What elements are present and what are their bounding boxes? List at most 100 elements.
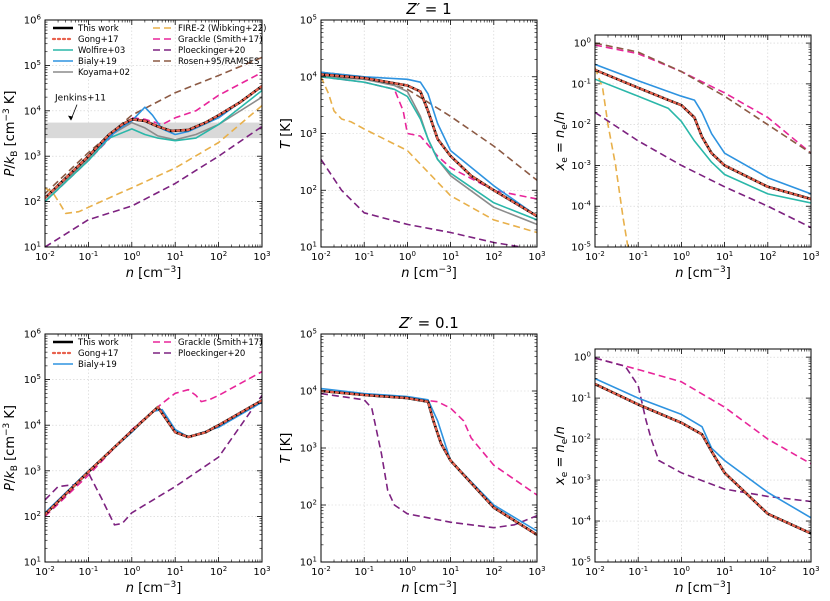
series-line-bialy-19 xyxy=(321,71,537,217)
x-tick-label: 102 xyxy=(485,565,502,578)
x-tick-label: 10-1 xyxy=(628,565,648,578)
y-axis-label: xe = ne/n xyxy=(553,426,570,486)
y-tick-label: 104 xyxy=(24,419,42,432)
x-axis-label: n [cm−3] xyxy=(401,580,457,596)
jenkins-label: Jenkins+11 xyxy=(54,94,106,104)
legend-label: Rosen+95/RAMSES xyxy=(178,57,259,67)
legend-label: Ploeckinger+20 xyxy=(178,46,245,56)
y-tick-label: 101 xyxy=(300,556,317,569)
series-line-bialy-19 xyxy=(595,63,811,195)
legend-label: This work xyxy=(77,24,119,34)
series-line-this-work xyxy=(45,399,262,516)
series-line-rosen-95-ramses xyxy=(45,56,262,195)
x-tick-label: 103 xyxy=(528,565,545,578)
plot-frame xyxy=(44,19,263,248)
series-group xyxy=(595,42,811,247)
series-line-ploeckinger-20 xyxy=(321,158,527,247)
y-tick-label: 104 xyxy=(300,385,318,398)
series-line-ploeckinger-20 xyxy=(45,125,262,247)
y-tick-label: 104 xyxy=(300,70,318,83)
x-tick-label: 10-1 xyxy=(79,565,99,578)
x-tick-label: 10-2 xyxy=(585,565,605,578)
series-line-gong-17 xyxy=(595,68,811,201)
series-line-wolfire-03 xyxy=(595,78,811,204)
panel-T_top: 10-2 10-1 100 101 102 103 101 102 103 104 105 n [cm… xyxy=(279,0,546,281)
y-tick-label: 10-4 xyxy=(571,515,591,528)
series-line-grackle-smith-17- xyxy=(45,370,262,517)
series-line-rosen-95-ramses xyxy=(595,42,811,154)
x-tick-label: 10-1 xyxy=(79,250,99,263)
x-axis-label: n [cm−3] xyxy=(675,265,731,281)
jenkins-band xyxy=(45,122,262,139)
y-tick-label: 103 xyxy=(24,150,41,163)
y-tick-label: 10-4 xyxy=(571,200,591,213)
panel-title: Z′ = 0.1 xyxy=(398,314,459,332)
x-tick-label: 102 xyxy=(210,250,227,263)
series-line-ploeckinger-20 xyxy=(595,111,811,229)
x-tick-label: 100 xyxy=(123,565,140,578)
y-tick-label: 105 xyxy=(300,14,317,27)
x-axis-label: n [cm−3] xyxy=(675,580,731,596)
series-line-gong-17 xyxy=(321,73,537,218)
x-tick-label: 100 xyxy=(399,565,416,578)
legend-label: Grackle (Smith+17) xyxy=(178,35,263,45)
series-line-grackle-smith-17- xyxy=(595,357,811,465)
series-line-wolfire-03 xyxy=(45,89,262,203)
x-axis-label: n [cm−3] xyxy=(126,265,182,281)
x-tick-label: 10-2 xyxy=(311,565,331,578)
legend-label: This work xyxy=(77,338,119,348)
x-tick-label: 10-2 xyxy=(585,250,605,263)
y-tick-label: 102 xyxy=(24,195,41,208)
series-line-fire-2-wibking-22- xyxy=(321,76,537,234)
x-tick-label: 10-2 xyxy=(35,250,55,263)
x-tick-label: 100 xyxy=(399,250,416,263)
series-line-ploeckinger-20 xyxy=(321,392,537,529)
y-tick-label: 102 xyxy=(24,510,41,523)
legend-label: Koyama+02 xyxy=(78,68,130,78)
y-tick-label: 105 xyxy=(300,328,317,341)
y-tick-label: 101 xyxy=(24,241,41,254)
panel-xe_bottom: 10-2 10-1 100 101 102 103 10-5 10-4 10-3 10-2 10-1… xyxy=(553,348,820,596)
x-tick-label: 102 xyxy=(759,250,776,263)
legend-label: Grackle (Smith+17) xyxy=(178,338,263,348)
y-tick-label: 105 xyxy=(24,59,41,72)
y-tick-label: 10-3 xyxy=(571,159,591,172)
x-tick-label: 100 xyxy=(673,565,690,578)
y-tick-label: 10-1 xyxy=(571,77,591,90)
plot-frame xyxy=(44,333,263,563)
x-tick-label: 100 xyxy=(673,250,690,263)
y-tick-label: 10-2 xyxy=(571,433,591,446)
panel-P_top: Jenkins+11 10-2 10-1 100 101 102 103 101 102 103 1… xyxy=(2,14,271,282)
y-axis-label: T [K] xyxy=(279,433,294,464)
series-line-grackle-smith-17- xyxy=(595,44,811,154)
y-axis-label: P/kB [cm−3 K] xyxy=(2,405,20,491)
series-line-bialy-19 xyxy=(45,85,262,199)
y-tick-label: 103 xyxy=(300,442,317,455)
legend-label: Bialy+19 xyxy=(78,360,117,370)
x-tick-label: 103 xyxy=(253,565,270,578)
panel-xe_top: 10-2 10-1 100 101 102 103 10-5 10-4 10-3 10-2 10-1… xyxy=(553,34,820,281)
series-group xyxy=(45,56,262,247)
x-tick-label: 10-1 xyxy=(354,250,374,263)
legend-label: Ploeckinger+20 xyxy=(178,349,245,359)
plot-frame xyxy=(594,348,812,563)
y-tick-label: 104 xyxy=(24,104,42,117)
series-line-this-work xyxy=(595,382,811,535)
y-axis-label: P/kB [cm−3 K] xyxy=(2,91,20,177)
y-tick-label: 10-5 xyxy=(571,556,591,569)
y-axis-label: T [K] xyxy=(279,118,294,149)
y-tick-label: 100 xyxy=(574,351,591,364)
x-tick-label: 10-1 xyxy=(628,250,648,263)
y-tick-label: 101 xyxy=(300,241,317,254)
y-tick-label: 106 xyxy=(24,328,42,341)
y-tick-label: 10-2 xyxy=(571,118,591,131)
series-line-rosen-95-ramses xyxy=(321,71,537,181)
series-group xyxy=(321,71,537,247)
series-line-gong-17 xyxy=(45,399,262,516)
x-tick-label: 10-2 xyxy=(35,565,55,578)
series-line-gong-17 xyxy=(321,389,537,536)
y-tick-label: 10-3 xyxy=(571,474,591,487)
x-tick-label: 101 xyxy=(442,565,459,578)
